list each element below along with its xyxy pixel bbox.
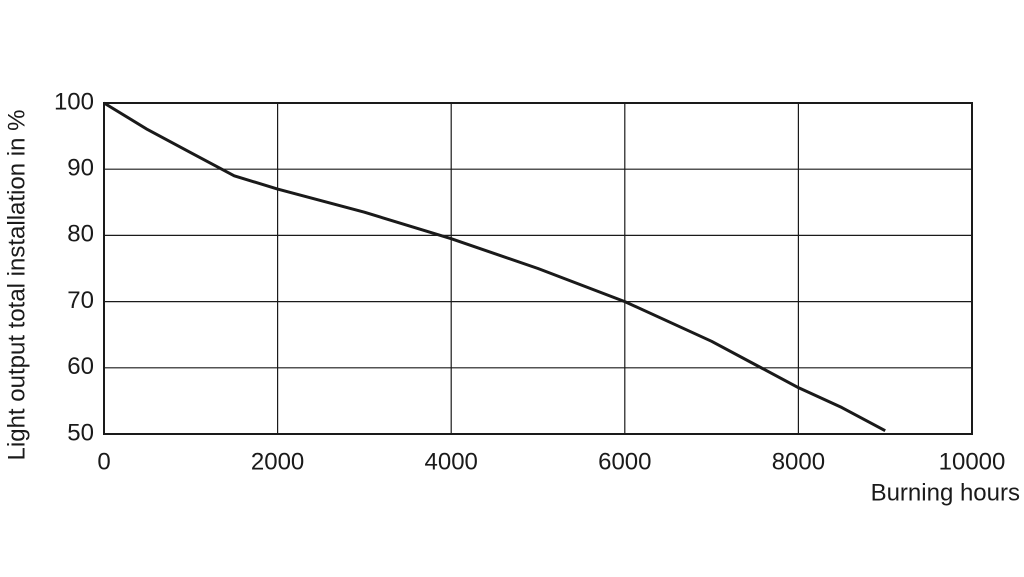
- x-tick-label: 4000: [425, 448, 478, 475]
- x-axis-label: Burning hours: [871, 479, 1020, 506]
- y-tick-label: 70: [67, 287, 94, 314]
- x-tick-label: 10000: [939, 448, 1006, 475]
- data-line: [103, 101, 886, 433]
- x-tick-label: 0: [97, 448, 110, 475]
- x-tick-label: 2000: [251, 448, 304, 475]
- x-tick-label: 6000: [598, 448, 651, 475]
- y-tick-label: 80: [67, 221, 94, 248]
- y-tick-label: 50: [67, 419, 94, 446]
- y-tick-label: 60: [67, 353, 94, 380]
- y-axis-label: Light output total installation in %: [3, 110, 30, 461]
- plot-frame: [103, 102, 973, 435]
- y-tick-label: 90: [67, 155, 94, 182]
- y-tick-label: 100: [54, 88, 94, 115]
- x-tick-label: 8000: [772, 448, 825, 475]
